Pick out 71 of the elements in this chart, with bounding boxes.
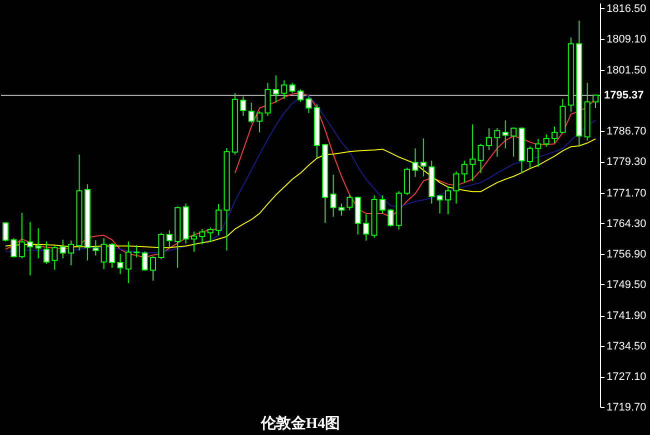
candlestick [199, 228, 206, 245]
candlestick [552, 126, 558, 144]
candlestick [543, 134, 550, 148]
y-tick-label: 1764.30 [606, 218, 646, 230]
candlestick [486, 128, 492, 151]
y-tick-label: 1779.30 [606, 156, 646, 168]
candlestick [43, 240, 50, 264]
candlestick [35, 228, 42, 259]
candlestick [420, 138, 426, 177]
candlestick [346, 194, 353, 211]
candlestick [363, 214, 370, 242]
candlestick [592, 94, 598, 109]
candlestick [52, 245, 58, 270]
y-tick-label: 1816.50 [606, 2, 646, 15]
candlestick [158, 232, 164, 260]
candlestick [478, 143, 484, 174]
y-tick-label: 1749.50 [606, 278, 646, 291]
y-tick-label: 1741.90 [606, 310, 646, 322]
y-tick-label: 1734.50 [606, 340, 646, 353]
candlestick [134, 244, 140, 258]
candlestick [444, 186, 451, 215]
y-tick-label: 1786.70 [606, 126, 646, 138]
y-tick-label: 1809.10 [606, 33, 646, 46]
candlestick [240, 96, 246, 116]
candlestick [470, 124, 476, 182]
candlestick [207, 226, 214, 242]
candlestick [510, 126, 517, 158]
candlestick [272, 74, 279, 104]
candlestick [60, 239, 66, 259]
candlestick [117, 253, 124, 274]
y-tick-label: 1727.10 [606, 371, 646, 384]
candlestick [502, 120, 508, 149]
candlestick [248, 102, 254, 124]
candlestick [109, 242, 116, 268]
y-tick-label: 1801.50 [606, 64, 646, 77]
y-tick-label: 1719.70 [606, 402, 646, 414]
candlestick [388, 208, 394, 228]
candlestick [404, 167, 410, 196]
candlestick [166, 230, 172, 249]
candlestick [281, 80, 288, 100]
candlestick [306, 96, 312, 114]
candlestick [379, 194, 386, 214]
y-tick-label: 1756.90 [606, 248, 646, 260]
candlestick [461, 160, 468, 184]
candlestick [256, 110, 263, 133]
candlestick [142, 250, 148, 272]
candlestick [100, 238, 107, 270]
candlestick [18, 212, 25, 259]
candlestick [494, 128, 500, 158]
candlestick [92, 240, 99, 256]
candlestick [453, 170, 460, 204]
candlestick [27, 222, 34, 276]
candlestick [289, 82, 296, 94]
candlestick [535, 138, 542, 168]
candlestick [330, 174, 336, 218]
y-tick-label: 1771.70 [606, 187, 646, 200]
candlestick [338, 203, 344, 216]
candlestick [298, 88, 304, 102]
candlestick [150, 256, 156, 282]
ref-line-label: 1795.37 [604, 89, 644, 102]
candlestick [68, 240, 74, 266]
candlestick [412, 148, 418, 178]
candlestick [526, 146, 533, 168]
candlestick [125, 240, 132, 284]
candlestick [190, 231, 197, 252]
candlestick [436, 194, 443, 214]
candlestick [10, 238, 17, 258]
candlestick [264, 82, 271, 116]
candlestick [216, 203, 222, 236]
candlestick [2, 222, 9, 242]
text: 伦敦金H4图 [260, 415, 340, 432]
